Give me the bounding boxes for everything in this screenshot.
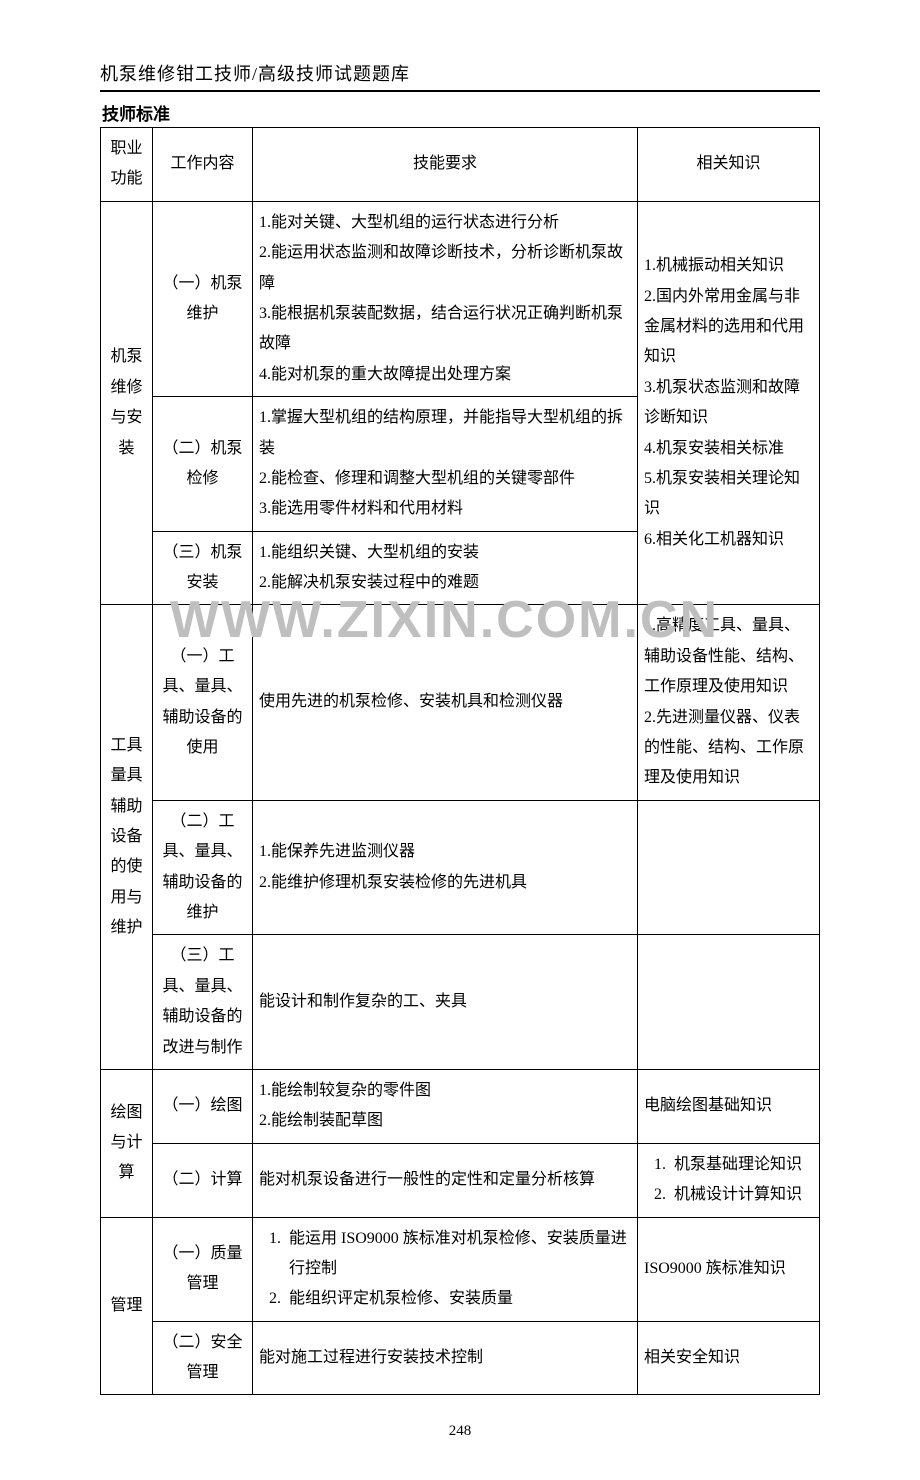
skill-list-item: 能运用 ISO9000 族标准对机泵检修、安装质量进行控制: [285, 1224, 631, 1285]
know-cell: 1.机械振动相关知识2.国内外常用金属与非金属材料的选用和代用知识3.机泵状态监…: [638, 201, 820, 605]
header-work: 工作内容: [153, 128, 253, 202]
know-cell: [638, 800, 820, 935]
func-cell: 绘图与计算: [101, 1069, 153, 1217]
know-cell: 1.高精度工具、量具、辅助设备性能、结构、工作原理及使用知识2.先进测量仪器、仪…: [638, 605, 820, 800]
work-cell: （二）机泵检修: [153, 397, 253, 532]
title-underline: [100, 90, 820, 92]
skill-cell: 使用先进的机泵检修、安装机具和检测仪器: [253, 605, 638, 800]
work-cell: （二）工具、量具、辅助设备的维护: [153, 800, 253, 935]
func-cell: 工具量具辅助设备的使用与维护: [101, 605, 153, 1069]
know-cell: [638, 935, 820, 1070]
table-row: 绘图与计算 （一）绘图 1.能绘制较复杂的零件图2.能绘制装配草图 电脑绘图基础…: [101, 1069, 820, 1143]
work-cell: （一）绘图: [153, 1069, 253, 1143]
table-row: 机泵维修与安装 （一）机泵维护 1.能对关键、大型机组的运行状态进行分析2.能运…: [101, 201, 820, 396]
skill-cell: 1.能组织关键、大型机组的安装2.能解决机泵安装过程中的难题: [253, 531, 638, 605]
table-row: 管理 （一）质量管理 能运用 ISO9000 族标准对机泵检修、安装质量进行控制…: [101, 1217, 820, 1321]
skill-cell: 能运用 ISO9000 族标准对机泵检修、安装质量进行控制 能组织评定机泵检修、…: [253, 1217, 638, 1321]
skill-cell: 1.掌握大型机组的结构原理，并能指导大型机组的拆装2.能检查、修理和调整大型机组…: [253, 397, 638, 532]
document-page: 机泵维修钳工技师/高级技师试题题库 技师标准 WWW.ZIXIN.COM.CN …: [0, 0, 920, 1480]
document-title: 机泵维修钳工技师/高级技师试题题库: [100, 60, 820, 86]
work-cell: （一）质量管理: [153, 1217, 253, 1321]
table-row: （二）计算 能对机泵设备进行一般性的定性和定量分析核算 机泵基础理论知识 机械设…: [101, 1143, 820, 1217]
skill-cell: 能设计和制作复杂的工、夹具: [253, 935, 638, 1070]
know-cell: ISO9000 族标准知识: [638, 1217, 820, 1321]
know-list-item: 机泵基础理论知识: [670, 1150, 813, 1180]
table-header-row: 职业功能 工作内容 技能要求 相关知识: [101, 128, 820, 202]
work-cell: （二）计算: [153, 1143, 253, 1217]
know-cell: 相关安全知识: [638, 1321, 820, 1395]
work-cell: （一）工具、量具、辅助设备的使用: [153, 605, 253, 800]
table-row: 工具量具辅助设备的使用与维护 （一）工具、量具、辅助设备的使用 使用先进的机泵检…: [101, 605, 820, 800]
know-list-item: 机械设计计算知识: [670, 1180, 813, 1210]
func-cell: 管理: [101, 1217, 153, 1395]
header-skill: 技能要求: [253, 128, 638, 202]
table-row: （二）工具、量具、辅助设备的维护 1.能保养先进监测仪器2.能维护修理机泵安装检…: [101, 800, 820, 935]
work-cell: （三）机泵安装: [153, 531, 253, 605]
skill-cell: 1.能绘制较复杂的零件图2.能绘制装配草图: [253, 1069, 638, 1143]
section-label: 技师标准: [102, 100, 820, 125]
table-row: （二）安全管理 能对施工过程进行安装技术控制 相关安全知识: [101, 1321, 820, 1395]
work-cell: （三）工具、量具、辅助设备的改进与制作: [153, 935, 253, 1070]
know-cell: 机泵基础理论知识 机械设计计算知识: [638, 1143, 820, 1217]
work-cell: （一）机泵维护: [153, 201, 253, 396]
standards-table: 职业功能 工作内容 技能要求 相关知识 机泵维修与安装 （一）机泵维护 1.能对…: [100, 127, 820, 1395]
skill-list-item: 能组织评定机泵检修、安装质量: [285, 1284, 631, 1314]
work-cell: （二）安全管理: [153, 1321, 253, 1395]
header-func: 职业功能: [101, 128, 153, 202]
know-cell: 电脑绘图基础知识: [638, 1069, 820, 1143]
skill-cell: 1.能对关键、大型机组的运行状态进行分析2.能运用状态监测和故障诊断技术，分析诊…: [253, 201, 638, 396]
header-know: 相关知识: [638, 128, 820, 202]
table-row: （三）工具、量具、辅助设备的改进与制作 能设计和制作复杂的工、夹具: [101, 935, 820, 1070]
skill-cell: 能对机泵设备进行一般性的定性和定量分析核算: [253, 1143, 638, 1217]
skill-cell: 1.能保养先进监测仪器2.能维护修理机泵安装检修的先进机具: [253, 800, 638, 935]
func-cell: 机泵维修与安装: [101, 201, 153, 605]
page-number: 248: [100, 1423, 820, 1440]
skill-cell: 能对施工过程进行安装技术控制: [253, 1321, 638, 1395]
